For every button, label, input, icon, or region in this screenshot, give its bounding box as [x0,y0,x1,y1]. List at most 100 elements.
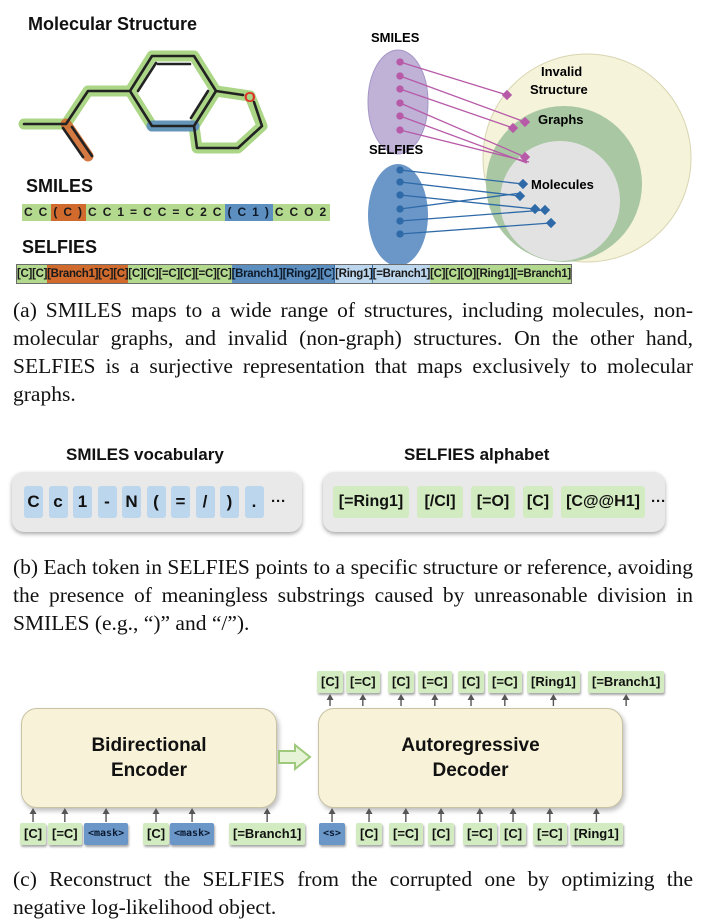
token: [=C] [533,823,567,845]
selfies-token: [C] [32,265,47,283]
token: <mask> [84,823,129,845]
smiles-char: C [155,204,171,221]
smiles-char: 2 [317,204,331,221]
molecular-structure-title: Molecular Structure [28,14,198,34]
token: [=C] [463,823,497,845]
smiles-char: C [183,204,199,221]
smiles-char: C [22,204,37,221]
smiles-char: C [272,204,288,221]
smiles-vocab-token: . [244,486,264,518]
token: [=C] [346,671,380,693]
token: [Ring1] [527,671,580,693]
selfies-token: [Branch1] [47,265,98,283]
smiles-char: C [61,204,77,221]
token: [C] [20,823,47,845]
selfies-alphabet-token: [/Cl] [417,486,463,518]
smiles-string: C C(C) C C 1 = C C = C 2 C(C 1) C C O 2 [22,204,331,221]
selfies-token: [C] [430,265,445,283]
selfies-token: [C] [128,265,144,283]
token-arrow-head [592,808,600,814]
invalid-label-line1: Invalid [541,64,582,79]
smiles-char: C [210,204,226,221]
token-arrow-head [431,694,439,700]
selfies-token: [Branch1] [231,265,283,283]
token-arrow-head [328,808,336,814]
token-arrow-head [359,694,367,700]
smiles-vocab-token: 1 [73,486,92,518]
selfies-token: [C] [98,265,114,283]
venn-smiles-label: SMILES [371,30,420,45]
token-arrow-head [397,694,405,700]
smiles-vocab-token: - [97,486,117,518]
token: [=C] [48,823,82,845]
token: [C] [458,671,485,693]
token-arrow-head [622,694,630,700]
selfies-token: [Ring1] [334,264,374,284]
selfies-token: [C] [113,265,129,283]
selfies-string: [C][C][Branch1][C][C][C][C][=C][C][=C][C… [16,264,572,284]
smiles-vocab-title: SMILES vocabulary [66,445,224,464]
selfies-token: [=C] [158,265,180,283]
smiles-char: = [128,204,142,221]
token: [=C] [418,671,452,693]
selfies-token: [C] [320,265,335,283]
smiles-char: O [302,204,318,221]
token: [Ring1] [570,823,623,845]
smiles-char: ( [225,204,236,221]
encoder-line2: Encoder [110,760,187,781]
token: [C] [356,823,383,845]
smiles-char: ) [262,204,273,221]
selfies-alphabet-token: [C@@H1] [561,486,645,518]
smiles-char: C [86,204,101,221]
smiles-char: ) [76,204,87,221]
smiles-vocab-ellipsis: ··· [271,493,286,510]
selfies-token: [O] [460,265,476,283]
token: [=C] [389,823,423,845]
smiles-char: 2 [198,204,211,221]
token-arrow-head [549,694,557,700]
smiles-vocab-token: c [48,486,68,518]
smiles-char: = [170,204,184,221]
smiles-title: SMILES [26,176,94,196]
graphs-label: Graphs [538,112,584,127]
decoder-line1: Autoregressive [401,735,540,756]
mapping-venn-diagram: SMILES SELFIES Invalid Structure Graphs … [367,30,692,264]
token: [=Branch1] [588,671,665,693]
encoder-to-decoder-arrow [278,743,312,771]
molecules-circle [500,141,620,261]
token-arrow-head [365,808,373,814]
token-arrow-head [546,808,554,814]
token: <mask> [170,823,215,845]
bidirectional-encoder-box: Bidirectional Encoder [21,708,277,808]
smiles-vocab-token: N [122,486,141,518]
token-arrow-head [102,808,110,814]
selfies-alphabet-panel: [=Ring1] [/Cl] [=O] [C] [C@@H1] ··· [323,472,666,532]
token-arrow-head [509,808,517,814]
smiles-vocab-token: / [195,486,215,518]
smiles-char: 1 [250,204,263,221]
token: [C] [500,823,527,845]
selfies-title: SELFIES [22,237,98,257]
caption-a: (a) SMILES maps to a wide range of struc… [13,298,693,406]
token: [C] [428,823,455,845]
token: [C] [143,823,170,845]
orange-highlight [60,118,94,162]
token-arrow-head [152,808,160,814]
selfies-ellipse [368,164,428,264]
smiles-char: C [100,204,116,221]
token-arrow-head [326,694,334,700]
token-arrow-head [501,694,509,700]
decoder-line2: Decoder [432,760,509,781]
encoder-line1: Bidirectional [91,735,207,756]
venn-selfies-label: SELFIES [369,142,424,157]
selfies-token: [=Branch1] [371,264,432,284]
token: [C] [388,671,415,693]
invalid-label-line2: Structure [530,82,588,97]
oxygen-atom-label: O [244,89,256,106]
token-arrow-head [476,808,484,814]
token: [C] [317,671,344,693]
selfies-token: [C] [17,265,32,283]
molecule-diagram: O [18,50,268,162]
